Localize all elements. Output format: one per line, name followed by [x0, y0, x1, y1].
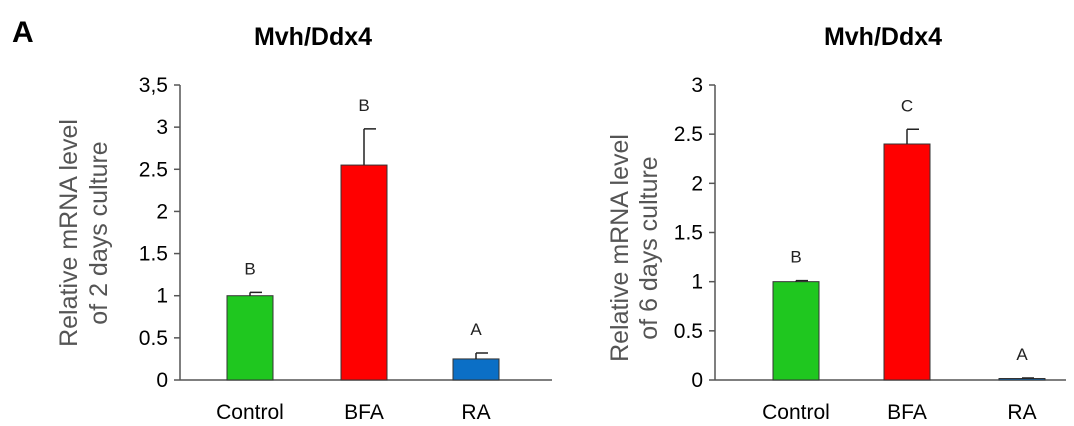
- error-bar: [363, 128, 376, 166]
- significance-label: A: [470, 320, 482, 339]
- y-tick-label: 2.5: [139, 158, 168, 181]
- y-tick-label: 2: [156, 200, 168, 223]
- y-axis-label-line-1: Relative mRNA level: [55, 119, 83, 347]
- error-bar: [249, 291, 262, 296]
- bar-ra: [452, 358, 500, 381]
- chart-2-days: Mvh/Ddx4 Relative mRNA level of 2 days c…: [55, 23, 552, 424]
- bar-control: [772, 281, 820, 381]
- y-tick-label: 0.5: [674, 320, 703, 343]
- y-axis-label-line-1: Relative mRNA level: [606, 134, 634, 362]
- x-tick-label: BFA: [344, 401, 384, 424]
- bar-control: [226, 295, 274, 381]
- x-tick-label: BFA: [887, 401, 927, 424]
- y-tick-label: 2.5: [674, 123, 703, 146]
- x-tick-label: RA: [1007, 401, 1036, 424]
- x-tick-label: RA: [461, 401, 490, 424]
- chart-title: Mvh/Ddx4: [824, 23, 942, 51]
- y-axis-label-line-2: of 6 days culture: [635, 156, 663, 339]
- significance-label: B: [244, 259, 255, 278]
- y-tick-label: 3,5: [139, 74, 168, 97]
- y-tick-label: 1: [156, 285, 168, 308]
- y-tick-label: 3: [156, 116, 168, 139]
- y-tick-label: 1.5: [139, 243, 168, 266]
- y-tick-label: 3: [691, 74, 703, 97]
- chart-title: Mvh/Ddx4: [254, 23, 372, 51]
- y-tick-label: 2: [691, 172, 703, 195]
- y-tick-label: 0.5: [139, 327, 168, 350]
- significance-label: A: [1016, 345, 1028, 364]
- y-tick-label: 0: [691, 369, 703, 392]
- error-bar: [906, 128, 919, 144]
- panel-label: A: [12, 16, 34, 49]
- x-tick-label: Control: [216, 401, 284, 424]
- significance-label: C: [901, 96, 913, 115]
- significance-label: B: [358, 96, 369, 115]
- y-axis-label-line-2: of 2 days culture: [85, 141, 113, 324]
- bar-bfa: [883, 143, 931, 381]
- x-tick-label: Control: [762, 401, 830, 424]
- significance-label: B: [790, 248, 801, 267]
- error-bar: [475, 352, 488, 359]
- y-tick-label: 0: [156, 369, 168, 392]
- error-bar: [795, 279, 808, 282]
- bar-bfa: [340, 164, 388, 381]
- chart-6-days: Mvh/Ddx4 Relative mRNA level of 6 days c…: [606, 23, 1066, 424]
- y-tick-label: 1.5: [674, 222, 703, 245]
- y-tick-label: 1: [691, 271, 703, 294]
